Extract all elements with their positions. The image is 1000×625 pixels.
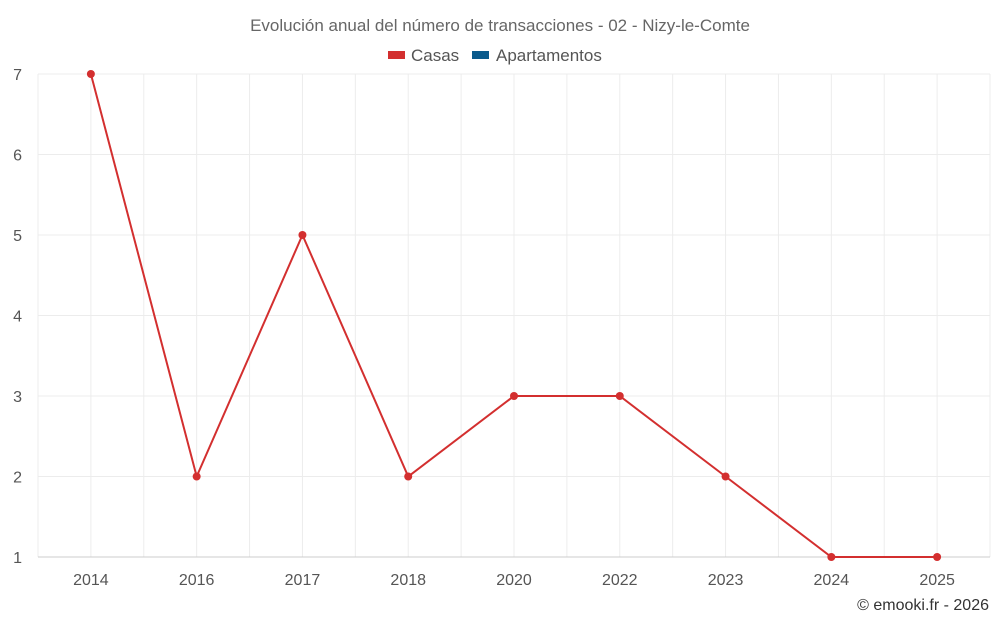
y-tick-label: 2	[13, 470, 22, 487]
data-point-casas[interactable]	[615, 392, 624, 400]
x-tick-label: 2020	[496, 572, 532, 589]
chart-title: Evolución anual del número de transaccio…	[250, 16, 750, 35]
x-tick-label: 2022	[602, 572, 638, 589]
y-axis-labels: 1 2 3 4 5 6 7	[13, 67, 22, 567]
legend-swatch-apartamentos	[472, 51, 489, 59]
data-point-casas[interactable]	[933, 553, 942, 561]
legend-label-apartamentos: Apartamentos	[496, 46, 602, 65]
legend: Casas Apartamentos	[388, 46, 602, 65]
grid-lines	[37, 73, 991, 558]
x-tick-label: 2014	[73, 572, 109, 589]
y-tick-label: 3	[13, 389, 22, 406]
x-tick-label: 2023	[708, 572, 744, 589]
y-tick-label: 7	[13, 67, 22, 84]
x-tick-label: 2017	[285, 572, 321, 589]
legend-item-apartamentos[interactable]: Apartamentos	[472, 46, 602, 65]
series-casas	[86, 70, 942, 561]
x-axis-labels: 2014 2016 2017 2018 2020 2022 2023 2024 2025	[73, 572, 955, 589]
y-tick-label: 4	[13, 309, 22, 326]
x-tick-label: 2024	[814, 572, 850, 589]
y-tick-label: 6	[13, 148, 22, 165]
data-point-casas[interactable]	[510, 392, 518, 400]
data-point-casas[interactable]	[298, 231, 307, 239]
x-tick-label: 2018	[390, 572, 426, 589]
x-tick-label: 2016	[179, 572, 215, 589]
data-point-casas[interactable]	[721, 472, 730, 481]
data-point-casas[interactable]	[404, 472, 413, 481]
y-tick-label: 1	[13, 550, 22, 567]
x-tick-label: 2025	[919, 572, 955, 589]
data-point-casas[interactable]	[192, 472, 201, 481]
credit-text: © emooki.fr - 2026	[857, 597, 989, 614]
data-point-casas[interactable]	[86, 70, 95, 78]
legend-swatch-casas	[388, 51, 405, 59]
y-tick-label: 5	[13, 228, 22, 245]
legend-item-casas[interactable]: Casas	[388, 46, 459, 65]
data-point-casas[interactable]	[827, 553, 836, 561]
legend-label-casas: Casas	[411, 46, 459, 65]
